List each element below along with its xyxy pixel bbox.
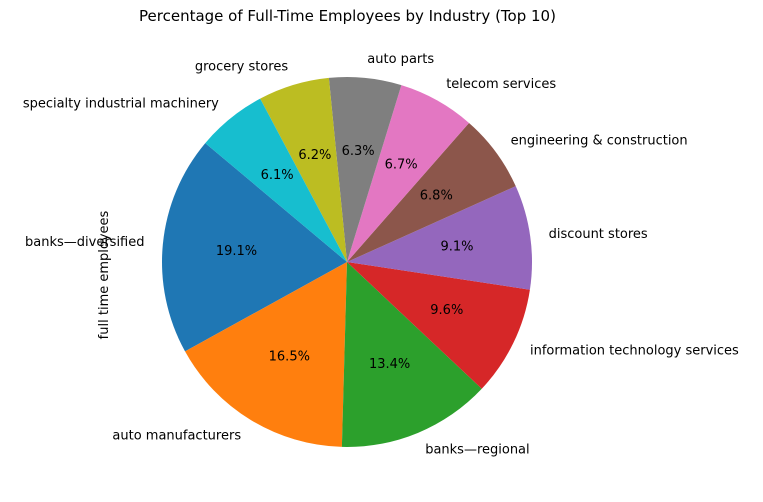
- slice-percentage: 13.4%: [369, 357, 410, 372]
- slice-label: auto parts: [367, 52, 434, 67]
- slice-label: discount stores: [549, 227, 648, 242]
- pie-slice: [260, 77, 347, 262]
- pie-slice: [347, 262, 530, 389]
- pie-slice: [347, 122, 516, 262]
- pie-slice: [347, 85, 470, 262]
- slice-percentage: 19.1%: [216, 244, 257, 259]
- pie-slices: [162, 76, 532, 448]
- pie-slice: [341, 262, 482, 448]
- slice-label: telecom services: [446, 77, 556, 92]
- slice-label: specialty industrial machinery: [23, 96, 219, 111]
- pie-slice: [347, 186, 532, 290]
- pie-slice: [328, 76, 402, 262]
- percentage-labels: 19.1% 16.5% 13.4% 9.6% 9.1% 6.8% 6.7% 6.3% 6.2% 6…: [216, 144, 474, 372]
- slice-percentage: 6.2%: [298, 148, 331, 163]
- slice-percentage: 6.1%: [261, 168, 294, 183]
- slice-label: grocery stores: [195, 60, 288, 75]
- slice-percentage: 16.5%: [269, 349, 310, 364]
- slice-label: engineering & construction: [511, 134, 688, 149]
- slice-label: banks—diversified: [25, 235, 144, 250]
- slice-label: banks—regional: [425, 442, 529, 457]
- y-axis-label: full time employees: [97, 210, 112, 339]
- slice-percentage: 9.1%: [440, 239, 473, 254]
- pie-slice: [205, 98, 347, 263]
- pie-slice: [185, 262, 347, 447]
- slice-percentage: 6.8%: [420, 189, 453, 204]
- slice-label: information technology services: [530, 344, 739, 359]
- slice-label: auto manufacturers: [112, 428, 241, 443]
- slice-percentage: 9.6%: [430, 303, 463, 318]
- chart-title: Percentage of Full-Time Employees by Ind…: [139, 7, 556, 25]
- slice-labels: banks—diversified auto manufacturers banks…: [23, 52, 739, 457]
- slice-percentage: 6.3%: [342, 144, 375, 159]
- slice-percentage: 6.7%: [385, 158, 418, 173]
- pie-slice: [162, 143, 347, 352]
